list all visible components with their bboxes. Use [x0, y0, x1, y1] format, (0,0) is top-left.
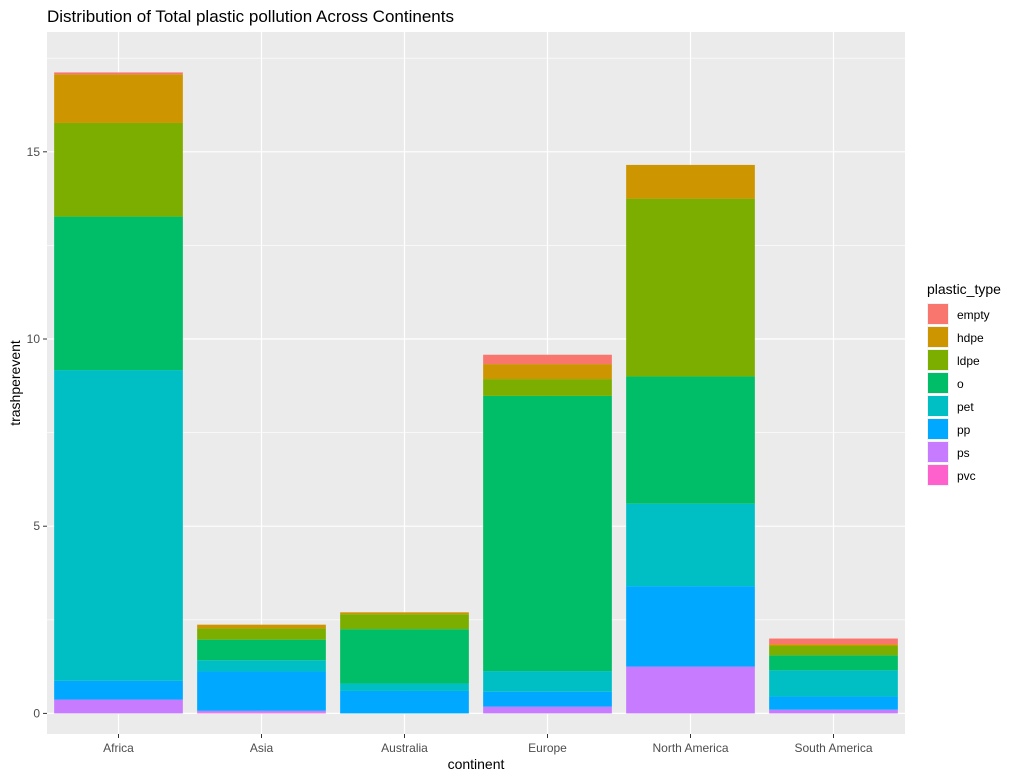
- bar-segment-ldpe: [483, 379, 612, 396]
- legend-item-pp: pp: [927, 418, 971, 440]
- bar-segment-ps: [483, 706, 612, 714]
- bar-segment-pet: [340, 683, 469, 691]
- bar-segment-hdpe: [54, 74, 183, 123]
- bar-segment-empty: [483, 354, 612, 365]
- bar-segment-pp: [197, 671, 326, 711]
- legend-swatch: [928, 396, 948, 416]
- bar-segment-pp: [340, 690, 469, 714]
- bar-segment-ps: [769, 709, 898, 714]
- chart-title: Distribution of Total plastic pollution …: [47, 7, 454, 26]
- legend-swatch: [928, 465, 948, 485]
- bar-segment-hdpe: [340, 612, 469, 615]
- bar-segment-empty: [769, 638, 898, 645]
- legend-label: ldpe: [957, 354, 980, 368]
- legend-label: pp: [957, 423, 971, 437]
- y-tick-label: 15: [27, 145, 41, 159]
- legend-item-o: o: [927, 372, 964, 394]
- bar-segment-pp: [626, 586, 755, 667]
- bar-segment-pvc: [197, 712, 326, 714]
- legend-swatch: [928, 327, 948, 347]
- y-tick-label: 0: [33, 706, 40, 720]
- legend: plastic_type empty hdpe ldpe o pet pp ps pvc: [927, 281, 1001, 486]
- bars: [54, 72, 898, 714]
- plot-panel: [47, 32, 905, 734]
- bar-segment-pet: [54, 370, 183, 681]
- legend-label: pet: [957, 400, 974, 414]
- bar-segment-pp: [483, 691, 612, 707]
- minor-gridlines: [47, 57, 905, 621]
- bar-segment-o: [197, 639, 326, 661]
- bar-segment-pet: [626, 503, 755, 587]
- x-axis: Africa Asia Australia Europe North America So…: [103, 734, 873, 755]
- legend-label: hdpe: [957, 331, 984, 345]
- x-tick-label: Africa: [103, 741, 134, 755]
- y-tick-label: 5: [33, 519, 40, 533]
- y-axis: 0 5 10 15: [27, 145, 47, 720]
- bar-segment-ldpe: [340, 614, 469, 630]
- x-tick-label: South America: [794, 741, 872, 755]
- legend-item-ldpe: ldpe: [927, 349, 980, 371]
- y-tick-label: 10: [27, 332, 41, 346]
- x-tick-label: Australia: [381, 741, 428, 755]
- bar-segment-hdpe: [483, 364, 612, 380]
- legend-label: o: [957, 377, 964, 391]
- bar-segment-pp: [769, 696, 898, 710]
- bar-segment-hdpe: [197, 624, 326, 629]
- bar-segment-hdpe: [626, 164, 755, 199]
- bar-segment-pet: [197, 660, 326, 672]
- legend-item-pet: pet: [927, 395, 974, 417]
- bar-segment-o: [483, 395, 612, 672]
- bar-segment-o: [340, 629, 469, 684]
- legend-swatch: [928, 419, 948, 439]
- bar-segment-o: [626, 376, 755, 504]
- legend-item-empty: empty: [927, 303, 990, 325]
- bar-segment-ldpe: [769, 646, 898, 656]
- bar-segment-ldpe: [197, 628, 326, 640]
- legend-label: pvc: [957, 469, 976, 483]
- legend-label: ps: [957, 446, 970, 460]
- bar-segment-ps: [626, 666, 755, 714]
- legend-item-pvc: pvc: [927, 464, 976, 486]
- bar-segment-pet: [769, 670, 898, 697]
- bar-segment-o: [54, 216, 183, 371]
- legend-title: plastic_type: [927, 281, 1001, 297]
- x-axis-title: continent: [448, 756, 505, 772]
- legend-item-ps: ps: [927, 441, 970, 463]
- x-tick-label: North America: [652, 741, 728, 755]
- bar-segment-hdpe: [769, 644, 898, 647]
- legend-swatch: [928, 304, 948, 324]
- legend-items: empty hdpe ldpe o pet pp ps pvc: [927, 303, 990, 486]
- legend-label: empty: [957, 308, 990, 322]
- bar-segment-ps: [197, 710, 326, 713]
- bar-segment-ldpe: [54, 122, 183, 217]
- legend-item-hdpe: hdpe: [927, 326, 984, 348]
- bar-segment-o: [769, 655, 898, 671]
- legend-swatch: [928, 373, 948, 393]
- x-tick-label: Asia: [250, 741, 274, 755]
- legend-swatch: [928, 442, 948, 462]
- bar-segment-empty: [54, 72, 183, 75]
- legend-swatch: [928, 350, 948, 370]
- x-tick-label: Europe: [528, 741, 567, 755]
- bar-segment-pet: [483, 671, 612, 692]
- bar-segment-ps: [54, 699, 183, 714]
- bar-segment-pp: [54, 680, 183, 700]
- bar-segment-ldpe: [626, 198, 755, 377]
- y-axis-title: trashperevent: [7, 340, 23, 426]
